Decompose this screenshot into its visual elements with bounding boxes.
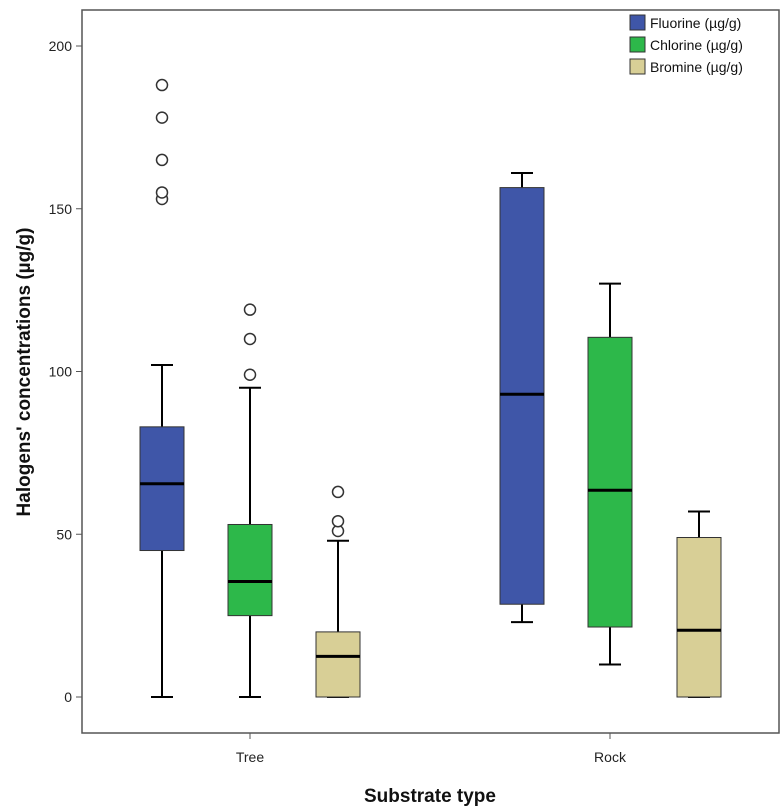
box-tree-bromine — [315, 485, 361, 698]
box-rock-bromine — [676, 510, 722, 698]
y-tick-label: 200 — [49, 38, 73, 54]
x-tick-label-rock: Rock — [594, 749, 627, 765]
y-tick-label: 50 — [56, 526, 72, 542]
outlier-point — [155, 153, 169, 167]
iqr-box — [315, 631, 361, 698]
iqr-box — [676, 537, 722, 698]
legend-swatch — [629, 58, 646, 75]
outlier-point — [155, 78, 169, 92]
box-tree-fluorine — [139, 78, 185, 698]
outlier-point — [243, 332, 257, 346]
iqr-box — [227, 523, 273, 617]
legend-swatch — [629, 14, 646, 31]
box-rock-fluorine — [499, 171, 545, 624]
legend-label: Chlorine (µg/g) — [650, 37, 743, 53]
x-axis-label: Substrate type — [364, 786, 496, 807]
y-tick-label: 100 — [49, 364, 73, 380]
legend-label: Fluorine (µg/g) — [650, 15, 741, 31]
box-rock-chlorine — [587, 282, 633, 666]
legend-swatch — [629, 36, 646, 53]
outlier-point — [331, 485, 345, 499]
iqr-box — [587, 336, 633, 628]
outlier-point — [243, 303, 257, 316]
legend-label: Bromine (µg/g) — [650, 59, 743, 75]
outlier-point — [331, 514, 345, 528]
box-tree-chlorine — [227, 303, 273, 698]
y-tick-label: 0 — [64, 689, 72, 705]
plot-frame — [81, 9, 780, 734]
outlier-point — [155, 111, 169, 124]
outlier-point — [155, 186, 169, 199]
iqr-box — [499, 187, 545, 605]
y-axis-label: Halogens' concentrations (µg/g) — [14, 228, 35, 517]
outlier-point — [243, 368, 257, 382]
y-tick-label: 150 — [49, 201, 73, 217]
iqr-box — [139, 426, 185, 552]
x-tick-label-tree: Tree — [236, 749, 264, 765]
